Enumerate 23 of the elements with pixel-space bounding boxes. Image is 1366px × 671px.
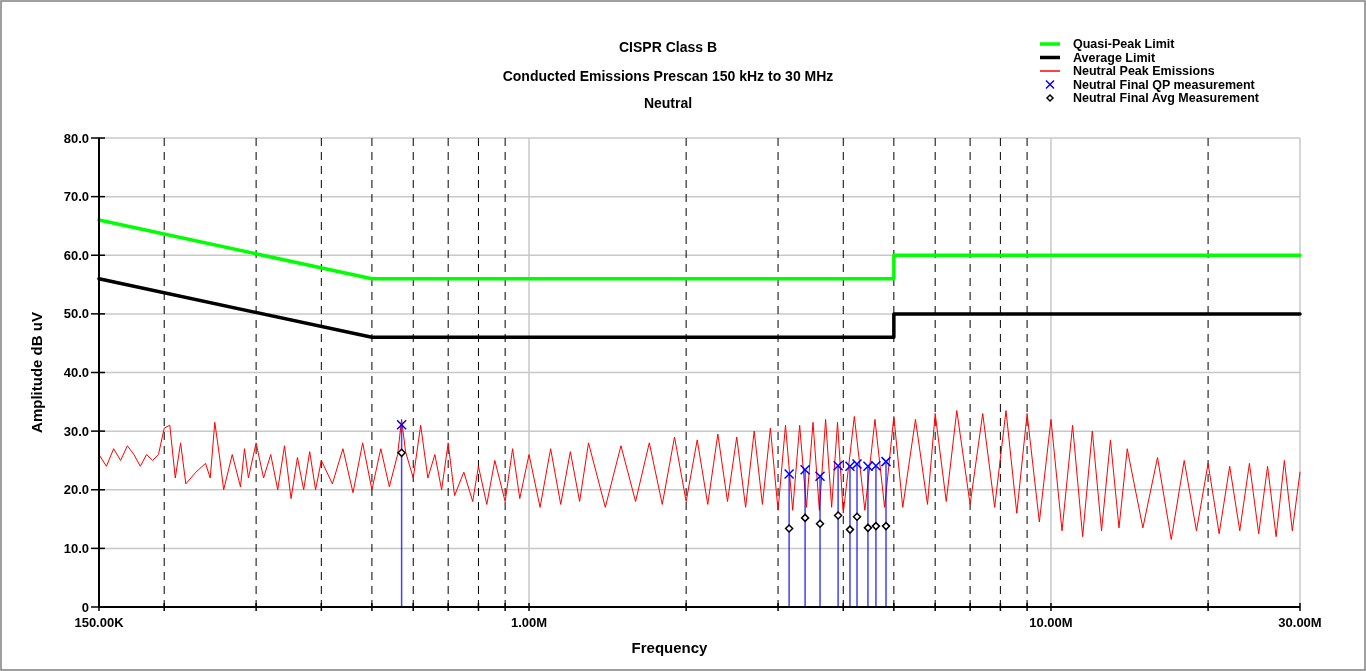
text: Neutral <box>643 95 693 111</box>
y-tick-label: 10.0 <box>63 540 89 556</box>
chart-title: CISPR Class B <box>618 39 718 55</box>
legend-label: Quasi-Peak Limit <box>1073 37 1176 52</box>
y-tick-label: 60.0 <box>63 247 89 263</box>
x-tick-label: 1.00M <box>510 615 548 630</box>
legend-label: Neutral Peak Emissions <box>1073 64 1215 79</box>
y-tick-label: 50.0 <box>63 306 89 322</box>
y-tick-label: 40.0 <box>63 365 89 381</box>
chart-subtitle: Conducted Emissions Prescan 150 kHz to 30 MHz <box>502 68 834 84</box>
y-tick-label: 0 <box>81 599 89 615</box>
y-tick-label: 30.0 <box>63 423 89 439</box>
x-tick-label: 150.00K <box>74 615 125 630</box>
x-axis-title: Frequency <box>631 639 709 656</box>
y-tick-label: 80.0 <box>63 130 89 146</box>
legend-label: Neutral Final Avg Measurement <box>1073 91 1260 106</box>
legend-label: Neutral Final QP measurement <box>1073 77 1256 92</box>
y-tick-label: 70.0 <box>63 189 89 205</box>
y-axis-title: Amplitude dB uV <box>28 312 45 433</box>
y-tick-label: 20.0 <box>63 482 89 498</box>
x-tick-label: 10.00M <box>1029 615 1073 630</box>
x-tick-label: 30.00M <box>1278 615 1322 630</box>
legend-label: Average Limit <box>1073 50 1157 65</box>
